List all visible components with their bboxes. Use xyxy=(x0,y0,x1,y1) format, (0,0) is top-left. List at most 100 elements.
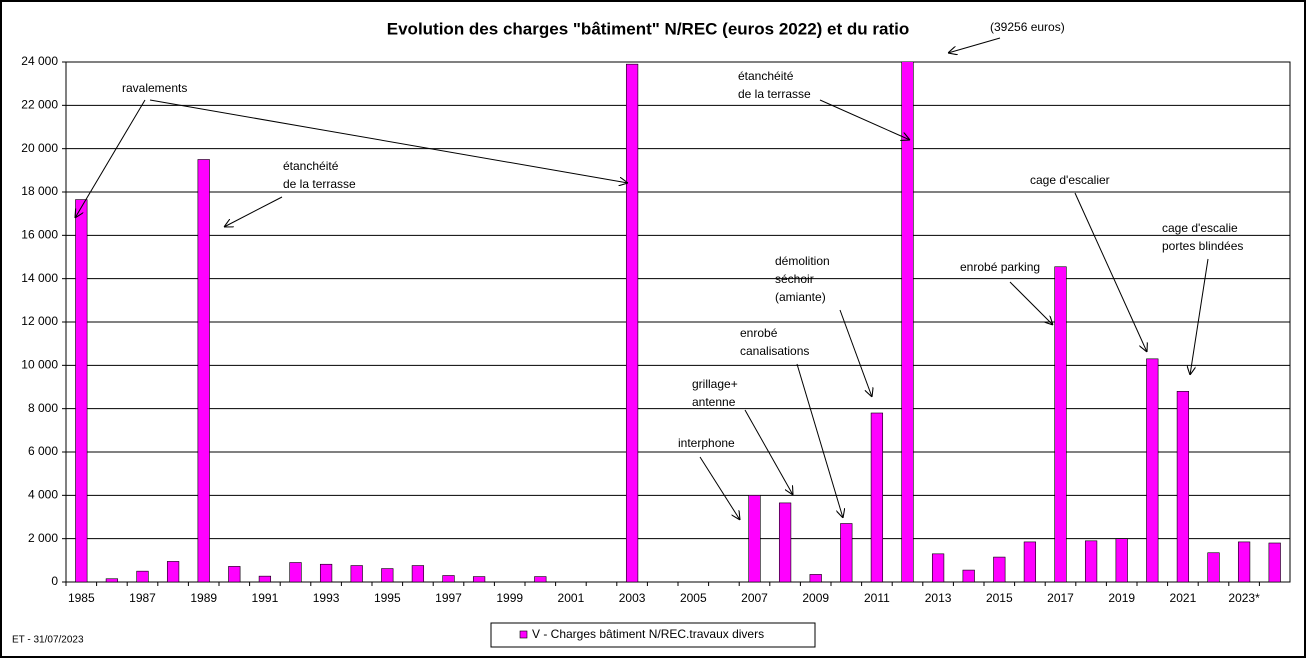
annotation: antenne xyxy=(692,395,736,409)
annotation-arrow xyxy=(744,409,793,495)
bar xyxy=(748,495,761,582)
bar xyxy=(75,199,88,582)
bar xyxy=(228,566,241,582)
y-tick-label: 2 000 xyxy=(28,531,58,545)
x-tick-label: 2013 xyxy=(925,591,952,605)
y-tick-label: 14 000 xyxy=(21,271,58,285)
annotation: de la terrasse xyxy=(283,177,356,191)
x-tick-label: 2005 xyxy=(680,591,707,605)
bar xyxy=(840,523,853,582)
bar xyxy=(993,556,1006,582)
bar xyxy=(901,62,914,582)
x-tick-label: 1993 xyxy=(313,591,340,605)
x-tick-label: 1985 xyxy=(68,591,95,605)
bar xyxy=(289,562,302,582)
y-tick-label: 18 000 xyxy=(21,184,58,198)
annotation: portes blindées xyxy=(1162,239,1243,253)
y-tick-label: 8 000 xyxy=(28,401,58,415)
x-tick-label: 2011 xyxy=(864,591,890,605)
y-tick-label: 4 000 xyxy=(28,488,58,502)
bar xyxy=(1207,552,1220,582)
annotation: étanchéité xyxy=(738,69,794,83)
x-tick-label: 2023* xyxy=(1228,591,1260,605)
annotation: (39256 euros) xyxy=(990,20,1065,34)
annotation: (amiante) xyxy=(775,290,826,304)
bar xyxy=(870,412,884,582)
bar xyxy=(258,575,272,582)
legend xyxy=(490,622,816,648)
annotation: enrobé xyxy=(740,326,778,340)
x-tick-label: 2017 xyxy=(1047,591,1074,605)
bar xyxy=(778,502,792,582)
bar xyxy=(105,578,119,582)
y-tick-label: 16 000 xyxy=(21,228,58,242)
y-tick-label: 10 000 xyxy=(21,358,58,372)
bar xyxy=(136,570,149,582)
bar xyxy=(1054,266,1067,582)
bar xyxy=(166,561,180,582)
annotation: cage d'escalie xyxy=(1162,221,1238,235)
annotation: étanchéité xyxy=(283,159,339,173)
annotation: séchoir xyxy=(775,272,814,286)
x-tick-label: 1991 xyxy=(252,591,279,605)
bar xyxy=(1237,541,1251,582)
annotation: enrobé parking xyxy=(960,260,1040,274)
x-tick-label: 2015 xyxy=(986,591,1013,605)
x-tick-label: 1989 xyxy=(190,591,217,605)
x-tick-label: 2019 xyxy=(1108,591,1135,605)
bar xyxy=(962,569,975,582)
annotation: interphone xyxy=(678,436,735,450)
y-tick-label: 20 000 xyxy=(21,141,58,155)
annotation: canalisations xyxy=(740,344,809,358)
annotation-arrow xyxy=(1009,281,1053,325)
bar xyxy=(350,565,363,582)
bar xyxy=(1084,540,1098,582)
footnote: ET - 31/07/2023 xyxy=(12,635,84,646)
bar xyxy=(197,159,210,582)
legend-label: V - Charges bâtiment N/REC.travaux diver… xyxy=(532,627,764,641)
annotation: démolition xyxy=(775,254,830,268)
x-tick-label: 1995 xyxy=(374,591,401,605)
bar xyxy=(381,568,394,582)
x-tick-label: 2001 xyxy=(558,591,585,605)
bar xyxy=(809,574,822,582)
bar xyxy=(1146,358,1159,582)
annotation-arrow xyxy=(224,196,283,227)
x-tick-label: 2003 xyxy=(619,591,646,605)
x-tick-label: 1987 xyxy=(129,591,156,605)
annotation-arrow xyxy=(1074,192,1147,352)
legend-swatch xyxy=(519,630,528,639)
bar xyxy=(472,576,486,582)
y-tick-label: 6 000 xyxy=(28,444,58,458)
annotation-arrow xyxy=(948,37,1001,53)
bar xyxy=(1023,541,1037,582)
bar xyxy=(1115,538,1128,582)
annotation-arrow xyxy=(839,309,872,397)
x-tick-label: 1997 xyxy=(435,591,462,605)
annotation-arrow xyxy=(796,363,843,518)
bar xyxy=(1176,391,1190,582)
annotation-arrow xyxy=(75,99,146,218)
annotation-arrow xyxy=(819,99,910,140)
annotation-arrow xyxy=(1190,258,1209,375)
annotation-arrow xyxy=(699,456,740,520)
annotation: cage d'escalier xyxy=(1030,173,1110,187)
bar xyxy=(625,63,639,582)
bar xyxy=(319,563,333,582)
annotation: grillage+ xyxy=(692,377,738,391)
bar xyxy=(411,565,425,582)
y-tick-label: 22 000 xyxy=(21,98,58,112)
bars xyxy=(75,62,1281,582)
y-tick-label: 24 000 xyxy=(21,54,58,68)
y-tick-label: 12 000 xyxy=(21,314,58,328)
x-tick-label: 1999 xyxy=(496,591,523,605)
x-tick-label: 2021 xyxy=(1170,591,1197,605)
annotation-arrow xyxy=(149,99,628,183)
annotation: ravalements xyxy=(122,81,187,95)
bar xyxy=(442,575,455,582)
annotation: de la terrasse xyxy=(738,87,811,101)
x-tick-label: 2009 xyxy=(802,591,829,605)
bar xyxy=(1268,542,1281,582)
y-tick-label: 0 xyxy=(51,574,58,588)
